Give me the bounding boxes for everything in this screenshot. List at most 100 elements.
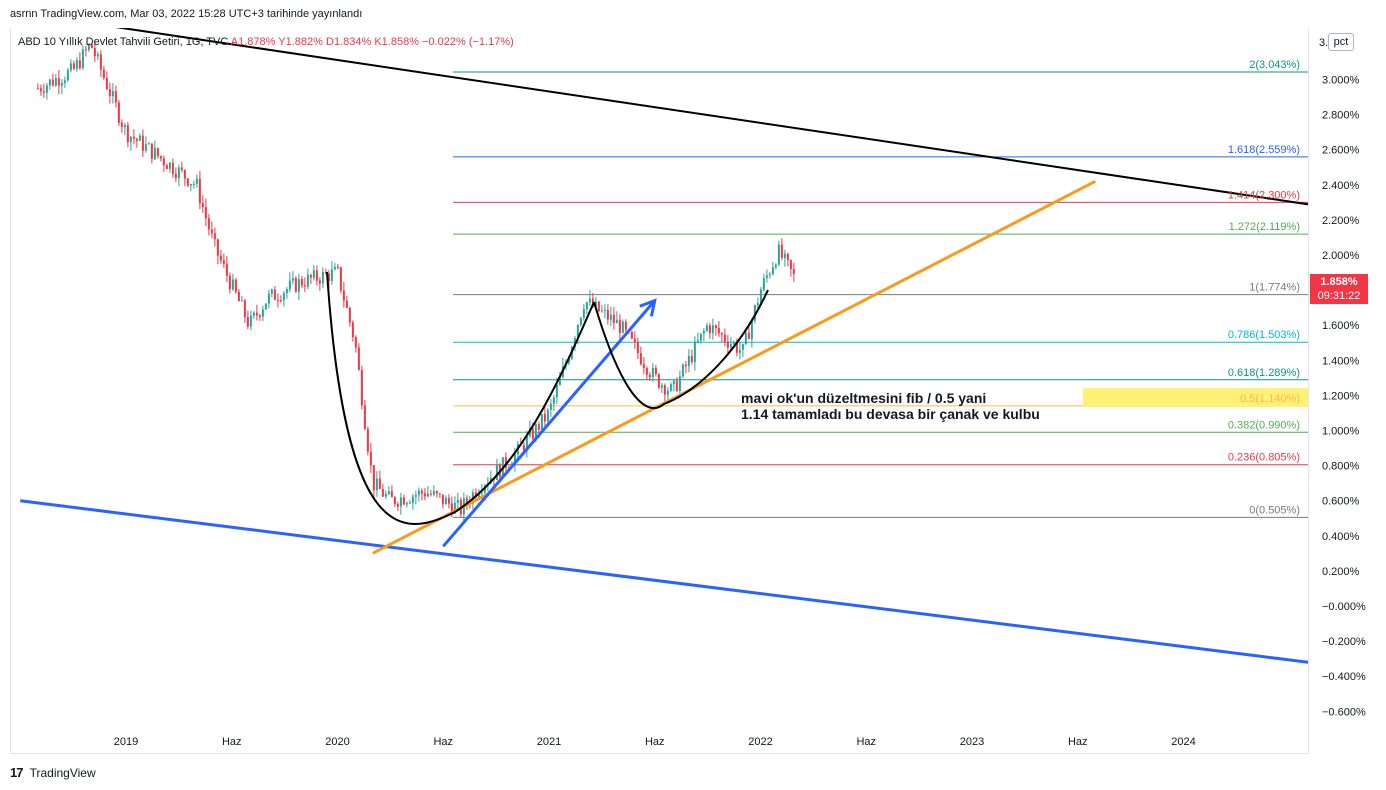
candle-body	[189, 184, 192, 186]
candle-body	[639, 353, 642, 365]
candle-body	[699, 333, 702, 341]
candle-body	[258, 315, 261, 317]
candle-body	[162, 158, 165, 166]
candle-body	[183, 170, 186, 179]
cup-right-curve	[454, 301, 595, 513]
candle-body	[402, 497, 405, 505]
annotation-line2[interactable]: 1.14 tamamladı bu devasa bir çanak ve ku…	[741, 406, 1040, 422]
symbol-title: ABD 10 Yıllık Devlet Tahvili Getiri, 1G,…	[18, 36, 229, 48]
candle-body	[432, 491, 435, 495]
candle-body	[456, 499, 459, 503]
candle-body	[102, 69, 105, 78]
x-tick-label: Haz	[645, 736, 665, 748]
candle-body	[615, 319, 618, 324]
fib-level-label: 0(0.505%)	[1249, 504, 1300, 516]
candle-body	[714, 325, 717, 329]
candle-body	[132, 136, 135, 139]
y-tick-label: 1.200%	[1322, 390, 1360, 402]
candle-body	[372, 465, 375, 491]
candle-body	[513, 454, 516, 466]
candle-body	[99, 54, 102, 70]
footer-branding[interactable]: 17 TradingView	[10, 765, 96, 780]
x-tick-label: 2023	[960, 736, 984, 748]
candle-body	[207, 218, 210, 230]
candle-body	[453, 502, 456, 514]
candle-body	[78, 60, 81, 69]
price-axis[interactable]: 3.	[1308, 28, 1386, 754]
annotation-line1[interactable]: mavi ok'un düzeltmesini fib / 0.5 yani	[741, 390, 986, 406]
candle-body	[153, 147, 156, 159]
candle-body	[126, 125, 129, 143]
candle-body	[693, 341, 696, 363]
candle-body	[63, 80, 66, 83]
candle-body	[330, 269, 333, 281]
candle-body	[780, 244, 783, 258]
percent-scale-button[interactable]: pct	[1328, 33, 1354, 51]
candle-body	[552, 397, 555, 404]
candle-body	[246, 317, 249, 327]
fib-level-label: 0.5(1.140%)	[1240, 393, 1300, 405]
candle-body	[198, 178, 201, 204]
candle-body	[717, 328, 720, 334]
y-tick-label: 2.600%	[1322, 145, 1360, 157]
symbol-legend[interactable]: ABD 10 Yıllık Devlet Tahvili Getiri, 1G,…	[18, 36, 514, 48]
candle-body	[660, 385, 663, 388]
y-tick-label: 0.200%	[1322, 566, 1360, 578]
candle-body	[123, 125, 126, 127]
candle-body	[783, 253, 786, 258]
candle-body	[756, 302, 759, 306]
candle-body	[654, 368, 657, 375]
y-tick-label: 2.800%	[1322, 110, 1360, 122]
candle-body	[39, 88, 42, 92]
candle-body	[582, 309, 585, 318]
candle-body	[738, 349, 741, 353]
candle-body	[393, 497, 396, 505]
candle-body	[723, 334, 726, 342]
candle-body	[306, 274, 309, 287]
candle-body	[225, 263, 228, 276]
top-bar: asrnn TradingView.com, Mar 03, 2022 15:2…	[0, 0, 1386, 28]
candle-body	[333, 266, 336, 270]
current-price-tag: 1.858% 09:31:22	[1310, 274, 1368, 304]
chart-pane[interactable]	[10, 28, 1308, 754]
fib-level-label: 1.414(2.300%)	[1228, 189, 1300, 201]
fib-level-label: 1(1.774%)	[1249, 282, 1300, 294]
candle-body	[759, 289, 762, 303]
candle-body	[648, 374, 651, 378]
candle-body	[663, 385, 666, 395]
candle-body	[141, 135, 144, 151]
candle-body	[669, 384, 672, 391]
candle-body	[600, 310, 603, 312]
candle-body	[315, 270, 318, 281]
candle-body	[57, 78, 60, 86]
fib-0.5-highlight[interactable]	[1083, 388, 1308, 407]
candle-body	[441, 494, 444, 505]
candle-body	[237, 291, 240, 302]
candle-body	[546, 409, 549, 422]
candle-body	[204, 207, 207, 219]
candle-body	[474, 492, 477, 498]
candle-body	[588, 298, 591, 303]
candle-body	[297, 279, 300, 292]
candle-body	[477, 493, 480, 498]
current-price: 1.858%	[1320, 276, 1358, 288]
candle-body	[567, 358, 570, 364]
candle-body	[267, 293, 270, 304]
candle-body	[414, 495, 417, 497]
candle-body	[642, 364, 645, 369]
candle-body	[690, 356, 693, 363]
candle-body	[354, 337, 357, 348]
x-tick-label: 2021	[537, 736, 561, 748]
candle-body	[210, 229, 213, 234]
candle-body	[630, 331, 633, 339]
publish-info: asrnn TradingView.com, Mar 03, 2022 15:2…	[10, 8, 363, 20]
candle-body	[48, 79, 51, 86]
x-tick-label: 2020	[325, 736, 349, 748]
candle-body	[120, 122, 123, 127]
bar-countdown: 09:31:22	[1317, 290, 1361, 302]
candle-body	[186, 178, 189, 186]
y-tick-label: 3.000%	[1322, 75, 1360, 87]
candle-body	[495, 464, 498, 481]
candle-body	[279, 300, 282, 302]
